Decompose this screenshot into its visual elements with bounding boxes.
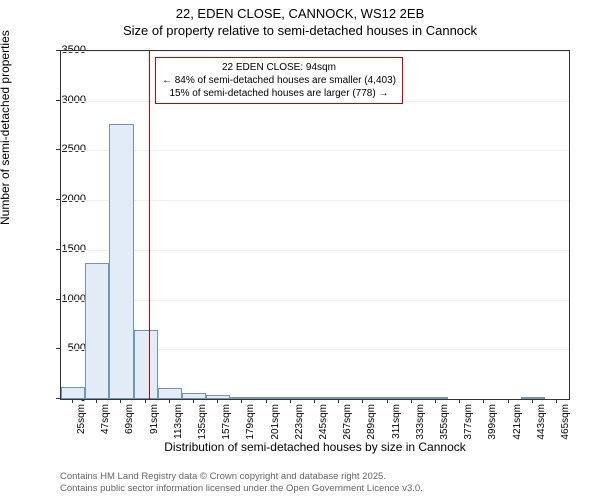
histogram-bar bbox=[158, 388, 182, 399]
histogram-bar bbox=[521, 397, 545, 399]
histogram-bar bbox=[255, 397, 279, 399]
annotation-box: 22 EDEN CLOSE: 94sqm ← 84% of semi-detac… bbox=[155, 57, 403, 104]
x-axis-label: Distribution of semi-detached houses by … bbox=[60, 440, 570, 454]
histogram-bar bbox=[279, 397, 303, 399]
histogram-bar bbox=[61, 387, 85, 399]
footer-attribution: Contains HM Land Registry data © Crown c… bbox=[60, 471, 423, 494]
chart-container: 22, EDEN CLOSE, CANNOCK, WS12 2EB Size o… bbox=[0, 0, 600, 500]
reference-line bbox=[149, 51, 150, 399]
histogram-bar bbox=[424, 397, 448, 399]
annotation-line-2: ← 84% of semi-detached houses are smalle… bbox=[162, 74, 396, 87]
histogram-bar bbox=[134, 330, 158, 399]
footer-line-2: Contains public sector information licen… bbox=[60, 483, 423, 494]
chart-title-main: 22, EDEN CLOSE, CANNOCK, WS12 2EB bbox=[0, 0, 600, 21]
histogram-bar bbox=[109, 124, 133, 399]
histogram-bar bbox=[351, 397, 375, 399]
annotation-line-3: 15% of semi-detached houses are larger (… bbox=[162, 87, 396, 100]
y-axis-label: Number of semi-detached properties bbox=[0, 30, 12, 225]
plot-area: 22 EDEN CLOSE: 94sqm ← 84% of semi-detac… bbox=[60, 50, 570, 400]
footer-line-1: Contains HM Land Registry data © Crown c… bbox=[60, 471, 423, 482]
histogram-bar bbox=[375, 397, 399, 399]
histogram-bar bbox=[230, 397, 254, 399]
chart-title-sub: Size of property relative to semi-detach… bbox=[0, 21, 600, 38]
annotation-line-1: 22 EDEN CLOSE: 94sqm bbox=[162, 61, 396, 74]
histogram-bar bbox=[327, 397, 351, 399]
histogram-bar bbox=[85, 263, 109, 399]
histogram-bar bbox=[400, 397, 424, 399]
histogram-bar bbox=[206, 395, 230, 399]
